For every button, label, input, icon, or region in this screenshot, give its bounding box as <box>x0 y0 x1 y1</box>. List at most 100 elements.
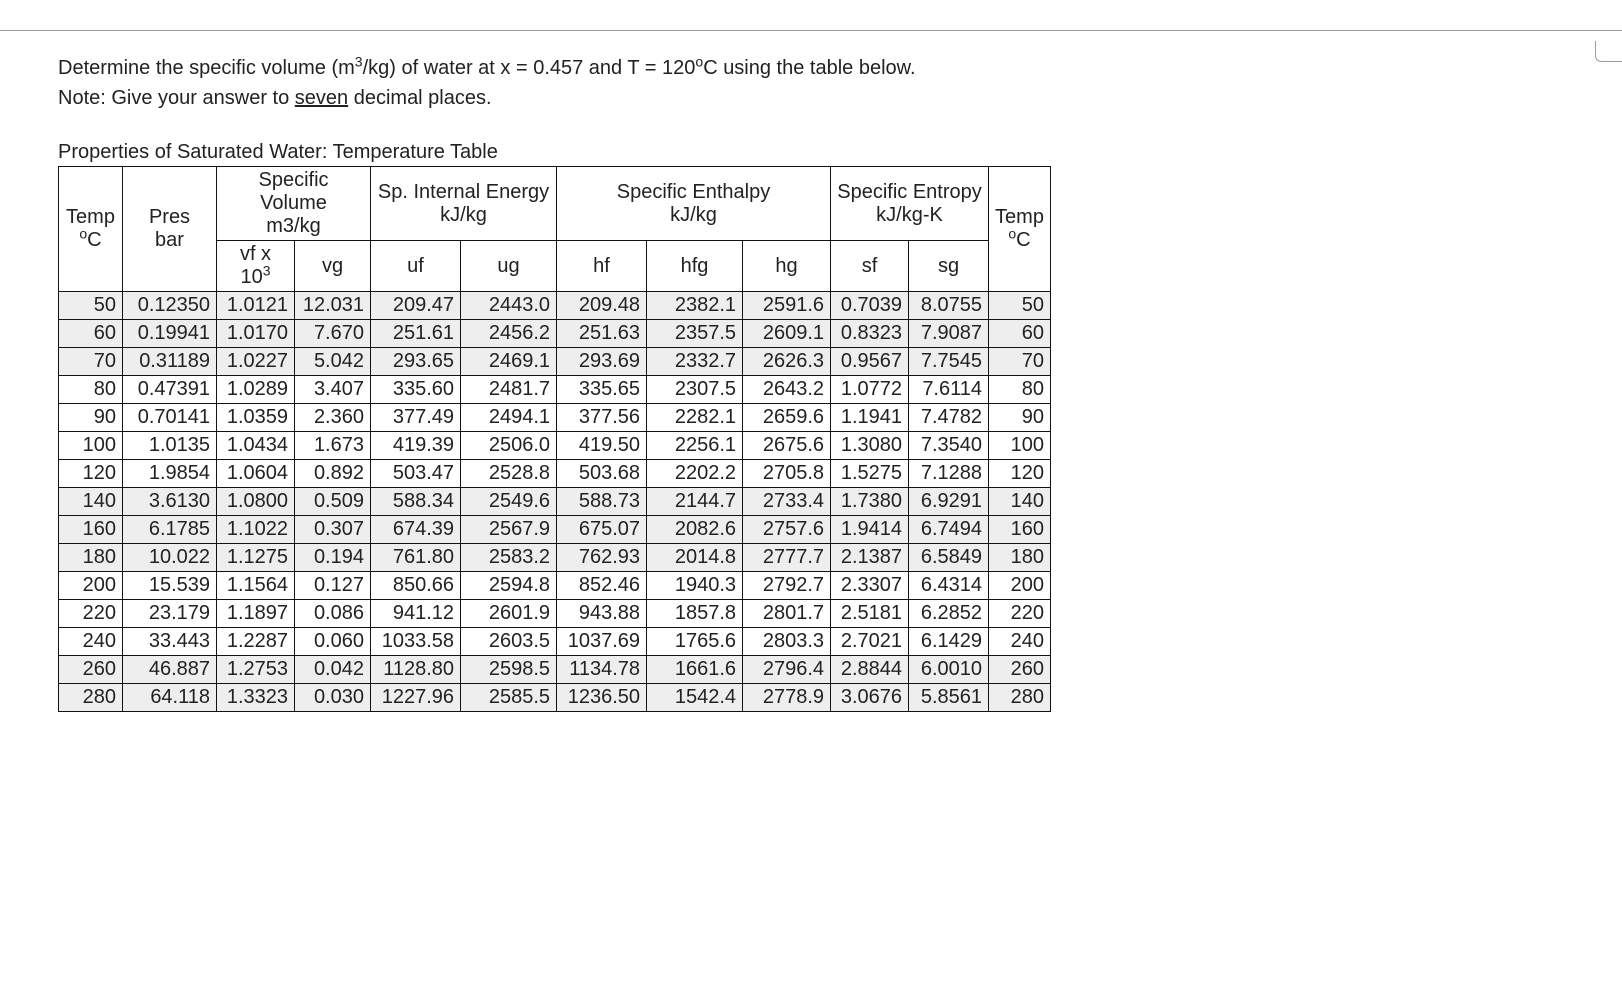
cell-uf: 335.60 <box>371 376 461 404</box>
cell-sf: 1.9414 <box>831 516 909 544</box>
hdr-spint-label: Sp. Internal Energy <box>378 181 549 203</box>
cell-tempR: 80 <box>989 376 1051 404</box>
cell-ug: 2469.1 <box>461 348 557 376</box>
q-line2-pre: Note: Give your answer to <box>58 87 295 109</box>
cell-hg: 2675.6 <box>743 432 831 460</box>
cell-ug: 2506.0 <box>461 432 557 460</box>
cell-uf: 674.39 <box>371 516 461 544</box>
cell-sg: 6.1429 <box>909 628 989 656</box>
cell-temp: 140 <box>59 488 123 516</box>
hdr-temp: Temp oC <box>59 167 123 292</box>
cell-tempR: 220 <box>989 600 1051 628</box>
cell-tempR: 280 <box>989 684 1051 712</box>
cell-temp: 200 <box>59 572 123 600</box>
table-row: 20015.5391.15640.127850.662594.8852.4619… <box>59 572 1051 600</box>
cell-ug: 2456.2 <box>461 320 557 348</box>
cell-hfg: 1542.4 <box>647 684 743 712</box>
cell-hg: 2803.3 <box>743 628 831 656</box>
cell-tempR: 160 <box>989 516 1051 544</box>
cell-uf: 1033.58 <box>371 628 461 656</box>
table-row: 24033.4431.22870.0601033.582603.51037.69… <box>59 628 1051 656</box>
cell-hfg: 2014.8 <box>647 544 743 572</box>
cell-hfg: 2144.7 <box>647 488 743 516</box>
cell-tempR: 90 <box>989 404 1051 432</box>
hdr-temp-unit-post: C <box>87 229 101 251</box>
cell-uf: 850.66 <box>371 572 461 600</box>
cell-pres: 0.19941 <box>123 320 217 348</box>
cell-vg: 0.030 <box>295 684 371 712</box>
cell-tempR: 180 <box>989 544 1051 572</box>
cell-hf: 335.65 <box>557 376 647 404</box>
cell-hg: 2757.6 <box>743 516 831 544</box>
cell-hf: 209.48 <box>557 292 647 320</box>
cell-ug: 2494.1 <box>461 404 557 432</box>
cell-vf: 1.0121 <box>217 292 295 320</box>
q-line2-post: decimal places. <box>348 87 491 109</box>
cell-vg: 2.360 <box>295 404 371 432</box>
table-header: Temp oC Pres bar Specific Volume m3/kg S… <box>59 167 1051 292</box>
cell-uf: 293.65 <box>371 348 461 376</box>
cell-sg: 7.9087 <box>909 320 989 348</box>
q-line1-mid: /kg) of water at x = 0.457 and T = 120 <box>363 57 696 79</box>
table-row: 26046.8871.27530.0421128.802598.51134.78… <box>59 656 1051 684</box>
cell-uf: 209.47 <box>371 292 461 320</box>
hdr-enth-unit: kJ/kg <box>670 204 717 226</box>
cell-pres: 3.6130 <box>123 488 217 516</box>
cell-hg: 2777.7 <box>743 544 831 572</box>
cell-vf: 1.0604 <box>217 460 295 488</box>
cell-ug: 2601.9 <box>461 600 557 628</box>
cell-ug: 2528.8 <box>461 460 557 488</box>
cell-temp: 160 <box>59 516 123 544</box>
hdr-specvol-unit: m3/kg <box>266 215 320 237</box>
cell-sf: 1.5275 <box>831 460 909 488</box>
q-line1-sup: 3 <box>355 53 363 69</box>
cell-sg: 6.0010 <box>909 656 989 684</box>
cell-hf: 293.69 <box>557 348 647 376</box>
cell-sg: 6.4314 <box>909 572 989 600</box>
cell-hf: 503.68 <box>557 460 647 488</box>
window-tab-notch <box>1595 41 1622 62</box>
cell-sf: 1.7380 <box>831 488 909 516</box>
cell-ug: 2598.5 <box>461 656 557 684</box>
cell-hg: 2705.8 <box>743 460 831 488</box>
hdr-temp-unit-sup: o <box>79 225 87 241</box>
hdr-hg: hg <box>743 241 831 292</box>
table-row: 22023.1791.18970.086941.122601.9943.8818… <box>59 600 1051 628</box>
cell-hg: 2796.4 <box>743 656 831 684</box>
cell-hg: 2591.6 <box>743 292 831 320</box>
hdr-entr: Specific Entropy kJ/kg-K <box>831 167 989 241</box>
cell-hg: 2659.6 <box>743 404 831 432</box>
cell-pres: 15.539 <box>123 572 217 600</box>
cell-sf: 3.0676 <box>831 684 909 712</box>
cell-hf: 419.50 <box>557 432 647 460</box>
page-root: Determine the specific volume (m3/kg) of… <box>0 30 1622 742</box>
cell-hg: 2733.4 <box>743 488 831 516</box>
cell-tempR: 70 <box>989 348 1051 376</box>
cell-temp: 50 <box>59 292 123 320</box>
cell-temp: 280 <box>59 684 123 712</box>
cell-sf: 0.9567 <box>831 348 909 376</box>
cell-sg: 8.0755 <box>909 292 989 320</box>
hdr-spint: Sp. Internal Energy kJ/kg <box>371 167 557 241</box>
cell-sf: 1.3080 <box>831 432 909 460</box>
cell-hf: 1037.69 <box>557 628 647 656</box>
hdr-pres-unit: bar <box>155 229 184 251</box>
table-row: 900.701411.03592.360377.492494.1377.5622… <box>59 404 1051 432</box>
cell-temp: 240 <box>59 628 123 656</box>
cell-hf: 943.88 <box>557 600 647 628</box>
hdr-tempR-unit-sup: o <box>1008 225 1016 241</box>
cell-pres: 33.443 <box>123 628 217 656</box>
cell-tempR: 240 <box>989 628 1051 656</box>
cell-tempR: 60 <box>989 320 1051 348</box>
cell-ug: 2481.7 <box>461 376 557 404</box>
cell-hg: 2792.7 <box>743 572 831 600</box>
cell-pres: 6.1785 <box>123 516 217 544</box>
cell-hf: 251.63 <box>557 320 647 348</box>
cell-vg: 0.194 <box>295 544 371 572</box>
cell-sg: 5.8561 <box>909 684 989 712</box>
cell-hfg: 1765.6 <box>647 628 743 656</box>
cell-hfg: 1661.6 <box>647 656 743 684</box>
hdr-spint-unit: kJ/kg <box>440 204 487 226</box>
cell-tempR: 260 <box>989 656 1051 684</box>
cell-hfg: 2282.1 <box>647 404 743 432</box>
